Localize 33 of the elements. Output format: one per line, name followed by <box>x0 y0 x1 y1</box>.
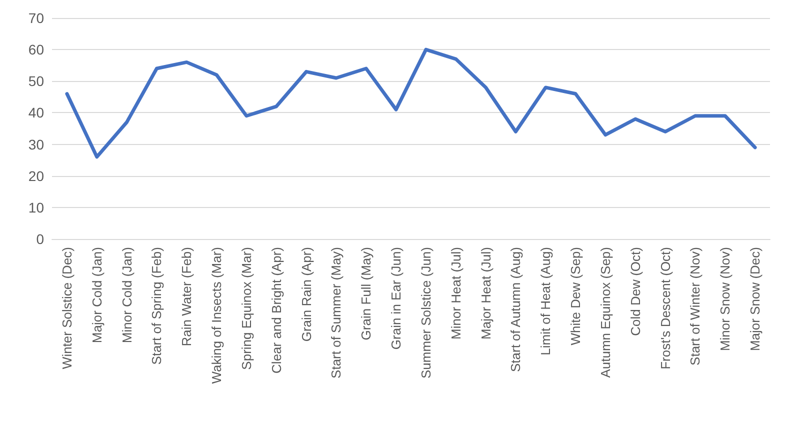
x-tick-label: Minor Heat (Jul) <box>448 247 464 340</box>
x-tick-label: Limit of Heat (Aug) <box>538 247 554 356</box>
x-tick-label: Winter Solstice (Dec) <box>59 247 74 370</box>
x-tick-label: Autumn Equinox (Sep) <box>598 247 613 378</box>
y-tick-label: 0 <box>36 231 44 247</box>
x-tick-label: Grain Rain (Apr) <box>298 247 314 342</box>
x-tick-label: Rain Water (Feb) <box>179 247 194 346</box>
x-tick-label: White Dew (Sep) <box>568 247 584 346</box>
x-tick-label: Major Heat (Jul) <box>478 247 494 340</box>
y-tick-label: 60 <box>28 42 44 58</box>
x-tick-label: Grain in Ear (Jun) <box>388 247 404 350</box>
y-tick-label: 30 <box>28 136 44 152</box>
y-tick-label: 70 <box>28 10 44 26</box>
x-tick-label: Start of Winter (Nov) <box>688 247 703 366</box>
y-tick-label: 50 <box>28 73 44 90</box>
x-tick-label: Summer Solstice (Jun) <box>418 247 434 378</box>
x-tick-label: Waking of Insects (Mar) <box>209 247 224 384</box>
x-tick-label: Start of Spring (Feb) <box>149 247 164 365</box>
x-tick-label: Major Cold (Jan) <box>89 247 104 344</box>
y-tick-label: 40 <box>28 104 44 121</box>
x-tick-label: Spring Equinox (Mar) <box>238 247 254 370</box>
x-tick-label: Start of Summer (May) <box>328 247 344 378</box>
x-tick-label: Clear and Bright (Apr) <box>268 247 284 374</box>
x-tick-label: Major Snow (Dec) <box>748 247 763 352</box>
x-tick-label: Start of Autumn (Aug) <box>508 247 524 372</box>
line-series <box>65 48 757 159</box>
x-tick-label: Minor Cold (Jan) <box>119 247 134 344</box>
y-tick-label: 20 <box>28 168 44 184</box>
x-tick-label: Cold Dew (Oct) <box>628 247 643 336</box>
x-tick-label: Minor Snow (Nov) <box>718 247 733 352</box>
x-tick-label: Grain Full (May) <box>358 247 374 340</box>
y-tick-label: 10 <box>28 199 44 216</box>
x-tick-label: Frost's Descent (Oct) <box>658 247 673 370</box>
